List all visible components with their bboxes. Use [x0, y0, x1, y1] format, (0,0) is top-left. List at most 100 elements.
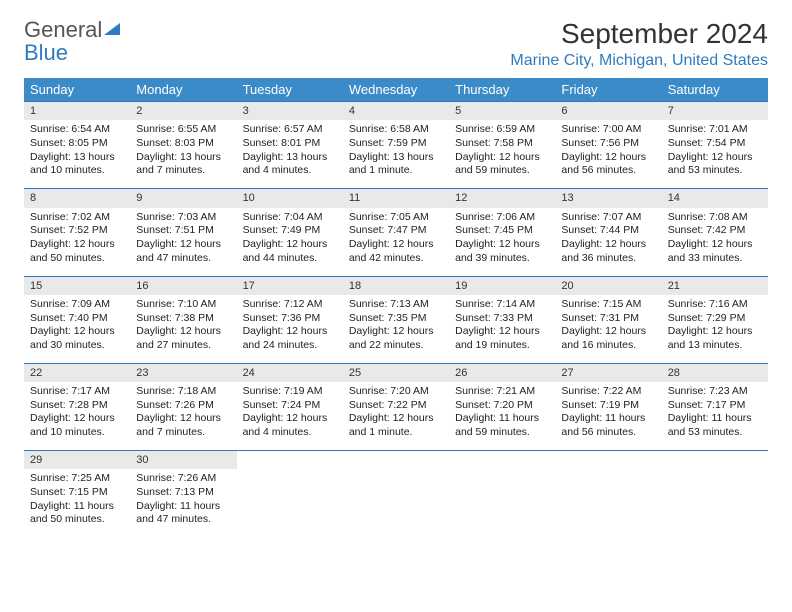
day-details: Sunrise: 7:04 AMSunset: 7:49 PMDaylight:… — [237, 208, 343, 276]
day-number: 7 — [662, 102, 768, 120]
sunset-text: Sunset: 7:31 PM — [561, 312, 655, 326]
day-number: 28 — [662, 364, 768, 382]
calendar-day-cell: 2Sunrise: 6:55 AMSunset: 8:03 PMDaylight… — [130, 102, 236, 189]
day-number: 26 — [449, 364, 555, 382]
day-details: Sunrise: 7:10 AMSunset: 7:38 PMDaylight:… — [130, 295, 236, 363]
sunset-text: Sunset: 7:26 PM — [136, 399, 230, 413]
sunrise-text: Sunrise: 7:14 AM — [455, 298, 549, 312]
calendar-day-cell: . — [237, 451, 343, 538]
sunset-text: Sunset: 7:20 PM — [455, 399, 549, 413]
day-number: 13 — [555, 189, 661, 207]
calendar-day-cell: 8Sunrise: 7:02 AMSunset: 7:52 PMDaylight… — [24, 189, 130, 276]
day-number: 18 — [343, 277, 449, 295]
sunset-text: Sunset: 7:22 PM — [349, 399, 443, 413]
daylight-text: Daylight: 12 hours and 33 minutes. — [668, 238, 762, 265]
sunset-text: Sunset: 7:29 PM — [668, 312, 762, 326]
daylight-text: Daylight: 12 hours and 1 minute. — [349, 412, 443, 439]
calendar-body: 1Sunrise: 6:54 AMSunset: 8:05 PMDaylight… — [24, 102, 768, 538]
sunrise-text: Sunrise: 6:58 AM — [349, 123, 443, 137]
calendar-day-cell: 12Sunrise: 7:06 AMSunset: 7:45 PMDayligh… — [449, 189, 555, 276]
calendar-day-cell: 13Sunrise: 7:07 AMSunset: 7:44 PMDayligh… — [555, 189, 661, 276]
sunrise-text: Sunrise: 7:03 AM — [136, 211, 230, 225]
sunset-text: Sunset: 7:54 PM — [668, 137, 762, 151]
day-details: Sunrise: 7:01 AMSunset: 7:54 PMDaylight:… — [662, 120, 768, 188]
sunrise-text: Sunrise: 7:10 AM — [136, 298, 230, 312]
sunset-text: Sunset: 7:15 PM — [30, 486, 124, 500]
daylight-text: Daylight: 12 hours and 56 minutes. — [561, 151, 655, 178]
daylight-text: Daylight: 13 hours and 7 minutes. — [136, 151, 230, 178]
day-number: 4 — [343, 102, 449, 120]
day-details: Sunrise: 6:55 AMSunset: 8:03 PMDaylight:… — [130, 120, 236, 188]
logo-sail-icon — [102, 17, 122, 42]
sunset-text: Sunset: 8:03 PM — [136, 137, 230, 151]
sunrise-text: Sunrise: 7:18 AM — [136, 385, 230, 399]
sunrise-text: Sunrise: 7:00 AM — [561, 123, 655, 137]
sunset-text: Sunset: 7:59 PM — [349, 137, 443, 151]
daylight-text: Daylight: 12 hours and 53 minutes. — [668, 151, 762, 178]
day-details: Sunrise: 7:26 AMSunset: 7:13 PMDaylight:… — [130, 469, 236, 537]
calendar-week-row: 22 Sunrise: 7:17 AMSunset: 7:28 PM Dayligh… — [24, 363, 768, 450]
day-details: Sunrise: 7:23 AMSunset: 7:17 PMDaylight:… — [662, 382, 768, 450]
calendar-day-cell: 3Sunrise: 6:57 AMSunset: 8:01 PMDaylight… — [237, 102, 343, 189]
daylight-text: Daylight: 11 hours and 47 minutes. — [136, 500, 230, 527]
day-details: Sunrise: 7:12 AMSunset: 7:36 PMDaylight:… — [237, 295, 343, 363]
calendar-day-cell: 21Sunrise: 7:16 AMSunset: 7:29 PMDayligh… — [662, 276, 768, 363]
day-details: Sunrise: 7:00 AMSunset: 7:56 PMDaylight:… — [555, 120, 661, 188]
sunrise-text: Sunrise: 7:20 AM — [349, 385, 443, 399]
sunset-text: Sunset: 8:01 PM — [243, 137, 337, 151]
sunrise-text: Sunrise: 7:17 AM — [30, 385, 124, 399]
day-details: Sunrise: 7:06 AMSunset: 7:45 PMDaylight:… — [449, 208, 555, 276]
sunrise-text: Sunrise: 7:23 AM — [668, 385, 762, 399]
calendar-day-cell: 16Sunrise: 7:10 AMSunset: 7:38 PMDayligh… — [130, 276, 236, 363]
calendar-day-cell: 23Sunrise: 7:18 AMSunset: 7:26 PMDayligh… — [130, 363, 236, 450]
day-details: Sunrise: 7:20 AMSunset: 7:22 PMDaylight:… — [343, 382, 449, 450]
day-details: Sunrise: 6:58 AMSunset: 7:59 PMDaylight:… — [343, 120, 449, 188]
calendar-day-cell: 4Sunrise: 6:58 AMSunset: 7:59 PMDaylight… — [343, 102, 449, 189]
calendar-day-cell: 20Sunrise: 7:15 AMSunset: 7:31 PMDayligh… — [555, 276, 661, 363]
calendar-day-cell: 27Sunrise: 7:22 AMSunset: 7:19 PMDayligh… — [555, 363, 661, 450]
sunset-text: Sunset: 7:52 PM — [30, 224, 124, 238]
sunrise-text: Sunrise: 7:05 AM — [349, 211, 443, 225]
day-number: 19 — [449, 277, 555, 295]
title-block: September 2024 Marine City, Michigan, Un… — [510, 18, 768, 70]
day-number: 30 — [130, 451, 236, 469]
brand-text: General Blue — [24, 18, 122, 64]
day-number: 9 — [130, 189, 236, 207]
sunset-text: Sunset: 7:28 PM — [30, 399, 124, 413]
sunrise-text: Sunrise: 7:25 AM — [30, 472, 124, 486]
sunset-text: Sunset: 7:35 PM — [349, 312, 443, 326]
calendar-day-cell: 25Sunrise: 7:20 AMSunset: 7:22 PMDayligh… — [343, 363, 449, 450]
sunset-text: Sunset: 7:24 PM — [243, 399, 337, 413]
calendar-day-cell: 22Sunrise: 7:17 AMSunset: 7:28 PMDayligh… — [24, 363, 130, 450]
day-details: Sunrise: 7:19 AMSunset: 7:24 PMDaylight:… — [237, 382, 343, 450]
day-details: Sunrise: 7:08 AMSunset: 7:42 PMDaylight:… — [662, 208, 768, 276]
daylight-text: Daylight: 12 hours and 19 minutes. — [455, 325, 549, 352]
day-details: Sunrise: 7:02 AMSunset: 7:52 PMDaylight:… — [24, 208, 130, 276]
daylight-text: Daylight: 13 hours and 4 minutes. — [243, 151, 337, 178]
location-text: Marine City, Michigan, United States — [510, 52, 768, 70]
sunset-text: Sunset: 7:58 PM — [455, 137, 549, 151]
day-number: 16 — [130, 277, 236, 295]
day-number: 8 — [24, 189, 130, 207]
daylight-text: Daylight: 12 hours and 24 minutes. — [243, 325, 337, 352]
day-number: 22 — [24, 364, 130, 382]
daylight-text: Daylight: 13 hours and 10 minutes. — [30, 151, 124, 178]
sunrise-text: Sunrise: 7:07 AM — [561, 211, 655, 225]
daylight-text: Daylight: 12 hours and 16 minutes. — [561, 325, 655, 352]
sunset-text: Sunset: 7:49 PM — [243, 224, 337, 238]
calendar-week-row: 1Sunrise: 6:54 AMSunset: 8:05 PMDaylight… — [24, 102, 768, 189]
calendar-week-row: 8Sunrise: 7:02 AMSunset: 7:52 PMDaylight… — [24, 189, 768, 276]
daylight-text: Daylight: 11 hours and 50 minutes. — [30, 500, 124, 527]
sunset-text: Sunset: 7:44 PM — [561, 224, 655, 238]
daylight-text: Daylight: 12 hours and 4 minutes. — [243, 412, 337, 439]
day-number: 23 — [130, 364, 236, 382]
calendar-day-cell: 7Sunrise: 7:01 AMSunset: 7:54 PMDaylight… — [662, 102, 768, 189]
day-details: Sunrise: 7:05 AMSunset: 7:47 PMDaylight:… — [343, 208, 449, 276]
day-details: Sunrise: 6:59 AMSunset: 7:58 PMDaylight:… — [449, 120, 555, 188]
calendar-day-cell: 17Sunrise: 7:12 AMSunset: 7:36 PMDayligh… — [237, 276, 343, 363]
page-header: General Blue September 2024 Marine City,… — [24, 18, 768, 70]
day-number: 25 — [343, 364, 449, 382]
sunset-text: Sunset: 7:13 PM — [136, 486, 230, 500]
day-details: Sunrise: 7:13 AMSunset: 7:35 PMDaylight:… — [343, 295, 449, 363]
day-details: Sunrise: 7:21 AMSunset: 7:20 PMDaylight:… — [449, 382, 555, 450]
